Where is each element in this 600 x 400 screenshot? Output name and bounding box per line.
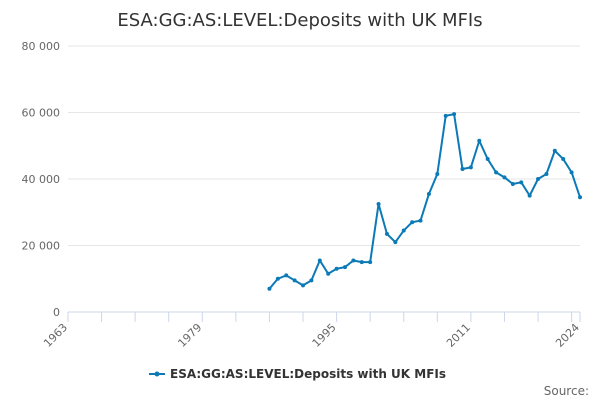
data-point[interactable] [485,157,490,162]
legend[interactable]: ESA:GG:AS:LEVEL:Deposits with UK MFIs [149,367,446,381]
x-tick-label: 1995 [310,321,339,350]
data-point[interactable] [342,265,347,270]
x-tick-label: 1979 [175,321,204,350]
x-tick-label: 2024 [553,321,582,350]
data-point[interactable] [552,148,557,153]
data-point[interactable] [426,191,431,196]
data-point[interactable] [569,170,574,175]
series-group [267,112,582,291]
chart-title: ESA:GG:AS:LEVEL:Deposits with UK MFIs [117,10,482,31]
x-tick-label: 2011 [444,321,473,350]
credits-source[interactable]: Source: [544,384,589,398]
legend-item-label[interactable]: ESA:GG:AS:LEVEL:Deposits with UK MFIs [170,367,446,381]
data-point[interactable] [410,220,415,225]
data-point[interactable] [510,181,515,186]
data-point[interactable] [326,271,331,276]
data-point[interactable] [460,167,465,172]
data-point[interactable] [267,286,272,291]
series-line [268,113,581,290]
data-point[interactable] [376,201,381,206]
data-point[interactable] [351,258,356,263]
data-point[interactable] [536,177,541,181]
data-point[interactable] [368,260,373,265]
data-point[interactable] [284,273,289,278]
data-point[interactable] [401,228,406,233]
data-point[interactable] [502,175,507,180]
data-point[interactable] [393,240,398,245]
data-point[interactable] [418,218,423,223]
data-point[interactable] [544,172,549,177]
data-point[interactable] [527,193,532,198]
data-point[interactable] [477,138,482,143]
y-tick-label: 80 000 [22,40,61,53]
data-point[interactable] [384,231,389,236]
data-point[interactable] [578,195,582,200]
data-point[interactable] [435,172,440,177]
data-point[interactable] [519,180,524,185]
data-point[interactable] [468,165,473,170]
data-point[interactable] [292,278,297,283]
y-tick-label: 20 000 [22,240,61,253]
y-tick-label: 0 [53,306,60,319]
data-point[interactable] [443,113,448,118]
data-point[interactable] [452,112,457,117]
y-tick-label: 60 000 [22,107,61,120]
data-point[interactable] [309,278,314,283]
data-point[interactable] [334,266,339,271]
data-point[interactable] [275,276,280,281]
data-point[interactable] [301,283,306,288]
data-point[interactable] [561,157,566,162]
grid-lines [68,45,580,246]
data-point[interactable] [359,260,364,265]
x-tick-label: 1963 [41,321,70,350]
x-axis-ticks: 1963 1979 1995 2011 2024 [41,312,582,350]
data-point[interactable] [494,170,499,175]
y-tick-label: 40 000 [22,173,61,186]
data-point[interactable] [317,258,322,263]
legend-marker-symbol [154,371,160,377]
y-axis-ticks: 0 20 000 40 000 60 000 80 000 [22,40,61,319]
